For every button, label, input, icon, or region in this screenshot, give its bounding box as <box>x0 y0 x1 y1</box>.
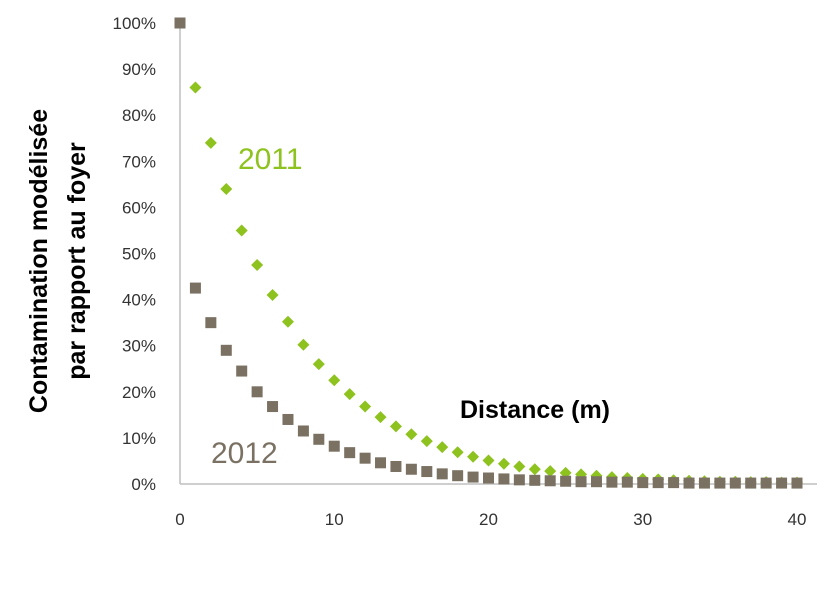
data-point <box>328 374 341 387</box>
data-point <box>328 440 340 452</box>
data-point <box>344 447 356 459</box>
data-point <box>528 463 541 476</box>
series-label-2011: 2011 <box>238 143 303 176</box>
data-point <box>313 433 325 445</box>
data-point <box>513 460 526 473</box>
x-tick-label: 30 <box>633 510 652 529</box>
data-point <box>497 457 510 470</box>
data-point <box>776 477 788 489</box>
data-point <box>498 473 510 485</box>
data-point <box>436 441 449 454</box>
data-point <box>451 446 464 459</box>
data-point <box>281 315 294 328</box>
y-tick-label: 80% <box>122 106 156 125</box>
data-point <box>189 282 201 294</box>
data-point <box>544 465 557 478</box>
data-point <box>251 259 264 272</box>
data-point <box>390 460 402 472</box>
data-point <box>421 466 433 478</box>
y-tick-label: 90% <box>122 60 156 79</box>
data-point <box>791 477 803 489</box>
y-tick-label: 70% <box>122 152 156 171</box>
data-point <box>297 338 310 351</box>
data-point <box>467 471 479 483</box>
x-tick-label: 40 <box>788 510 807 529</box>
data-point <box>683 477 695 489</box>
data-point <box>375 457 387 469</box>
y-tick-label: 10% <box>122 429 156 448</box>
data-point <box>359 400 372 413</box>
data-point <box>312 358 325 371</box>
y-tick-label: 0% <box>131 475 156 494</box>
data-point <box>698 477 710 489</box>
data-point <box>745 477 757 489</box>
data-point <box>297 425 309 437</box>
data-point <box>436 468 448 480</box>
y-axis-title-line-1: Contamination modélisée <box>25 109 53 413</box>
data-point <box>236 365 248 377</box>
data-point <box>189 81 202 94</box>
data-point <box>251 386 263 398</box>
x-axis-title: Distance (m) <box>460 396 610 424</box>
data-point <box>513 474 525 486</box>
data-point <box>405 463 417 475</box>
data-point <box>714 477 726 489</box>
data-point <box>266 288 279 301</box>
series-label-2012: 2012 <box>211 437 278 470</box>
data-point <box>544 475 556 487</box>
data-point <box>420 435 433 448</box>
data-point <box>621 476 633 488</box>
data-point <box>220 182 233 195</box>
data-point <box>729 477 741 489</box>
data-point <box>575 476 587 488</box>
data-point <box>467 450 480 463</box>
y-tick-label: 40% <box>122 291 156 310</box>
data-point <box>220 344 232 356</box>
data-point <box>452 470 464 482</box>
data-point <box>174 17 186 29</box>
x-tick-label: 0 <box>175 510 184 529</box>
y-axis-title: Contamination modélisée par rapport au f… <box>25 109 91 413</box>
y-tick-labels: 0% 10% 20% 30% 40% 50% 60% 70% 80% 90% 100% <box>113 14 156 494</box>
data-point <box>590 476 602 488</box>
data-point <box>652 477 664 489</box>
x-tick-labels: 0 10 20 30 40 <box>175 510 806 529</box>
y-tick-label: 60% <box>122 198 156 217</box>
data-points <box>174 17 803 489</box>
data-point <box>405 428 418 441</box>
data-point <box>205 317 217 329</box>
y-tick-label: 50% <box>122 245 156 264</box>
data-point <box>374 411 387 424</box>
data-point <box>529 474 541 486</box>
data-point <box>668 477 680 489</box>
data-point <box>282 413 294 425</box>
data-point <box>560 475 572 487</box>
series-2012-points <box>174 17 803 489</box>
data-point <box>343 388 356 401</box>
data-point <box>482 454 495 467</box>
y-tick-label: 20% <box>122 383 156 402</box>
x-tick-label: 20 <box>479 510 498 529</box>
data-point <box>483 472 494 484</box>
y-tick-label: 30% <box>122 337 156 356</box>
data-point <box>359 452 371 464</box>
data-point <box>235 224 248 237</box>
y-axis-title-line-2: par rapport au foyer <box>63 142 91 380</box>
data-point <box>606 476 618 488</box>
x-tick-label: 10 <box>325 510 344 529</box>
data-point <box>637 477 649 489</box>
data-point <box>389 420 402 433</box>
data-point <box>267 401 279 413</box>
data-point <box>760 477 772 489</box>
data-point <box>204 136 217 149</box>
y-tick-label: 100% <box>113 14 156 33</box>
